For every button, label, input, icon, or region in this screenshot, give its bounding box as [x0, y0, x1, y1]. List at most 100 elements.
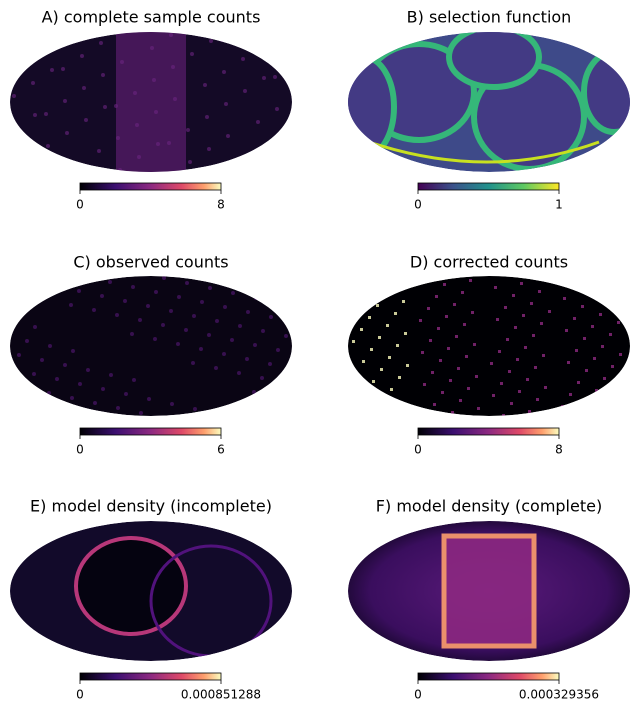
map-speck [138, 318, 142, 322]
map-speck [423, 383, 426, 386]
map-speck [80, 54, 84, 58]
map-speck [24, 386, 28, 390]
map-speck [10, 62, 14, 66]
map-speck [496, 318, 499, 321]
map-speck [510, 402, 513, 405]
map-speck [473, 343, 476, 346]
map-speck [603, 377, 606, 380]
colorbar-tick-label: 0 [76, 443, 84, 457]
map-speck [146, 304, 150, 308]
panel-title: B) selection function [407, 8, 572, 27]
map-speck [376, 304, 379, 307]
map-band [116, 32, 186, 172]
map-speck [241, 57, 245, 61]
map-speck [184, 328, 188, 332]
map-speck [231, 291, 235, 295]
colorbar [417, 182, 560, 191]
map-speck [230, 338, 234, 342]
map-speck [388, 356, 391, 359]
map-speck [609, 333, 612, 336]
colorbar-tick-label: 0.000851288 [181, 688, 261, 702]
map-speck [506, 338, 509, 341]
map-speck [449, 379, 452, 382]
map-speck [47, 391, 51, 395]
map-speck [209, 39, 213, 43]
map-speck [262, 76, 266, 80]
map-speck [459, 399, 462, 402]
map-speck [14, 126, 18, 130]
colorbar-tick-label: 0 [414, 443, 422, 457]
map-speck [284, 334, 288, 338]
map-speck [131, 285, 135, 289]
map-speck [427, 307, 430, 310]
panel-title: A) complete sample counts [42, 8, 261, 27]
map-speck [419, 319, 422, 322]
map-speck [526, 378, 529, 381]
map-speck [12, 94, 16, 98]
map-speck [619, 353, 622, 356]
map-speck [261, 329, 265, 333]
colorbar-tick-label: 6 [217, 443, 225, 457]
map-ring [74, 536, 188, 636]
map-speck [617, 321, 620, 324]
map-speck [224, 102, 228, 106]
map-speck [404, 332, 407, 335]
sky-map [348, 521, 630, 661]
sky-map [10, 276, 292, 416]
map-speck [601, 345, 604, 348]
map-speck [214, 366, 218, 370]
map-speck [350, 308, 353, 311]
map-speck [258, 152, 262, 156]
map-speck [153, 337, 157, 341]
map-speck [530, 302, 533, 305]
map-fill [348, 276, 630, 416]
map-speck [277, 139, 281, 143]
colorbar [79, 182, 222, 191]
map-speck [532, 334, 535, 337]
map-speck [465, 355, 468, 358]
colorbar-tick-label: 8 [555, 443, 563, 457]
map-speck [352, 340, 355, 343]
sky-map [10, 521, 292, 661]
map-speck [61, 67, 65, 71]
map-speck [542, 354, 545, 357]
map-speck [368, 316, 371, 319]
map-speck [207, 147, 211, 151]
map-speck [583, 337, 586, 340]
map-speck [611, 365, 614, 368]
map-speck [77, 289, 81, 293]
panel-title: D) corrected counts [410, 253, 568, 272]
map-speck [260, 376, 264, 380]
map-speck [502, 414, 505, 416]
map-speck [441, 391, 444, 394]
map-speck [29, 49, 33, 53]
map-speck [86, 368, 90, 372]
map-speck [382, 400, 385, 403]
map-speck [613, 397, 616, 400]
colorbar [79, 427, 222, 436]
map-speck [498, 350, 501, 353]
map-speck [275, 107, 279, 111]
map-speck [256, 120, 260, 124]
map-speck [65, 131, 69, 135]
colorbar-tick-label: 0 [414, 688, 422, 702]
map-speck [176, 342, 180, 346]
map-speck [78, 382, 82, 386]
map-speck [71, 349, 75, 353]
map-speck [370, 348, 373, 351]
map-speck [433, 403, 436, 406]
map-speck [167, 141, 171, 145]
map-speck [425, 415, 428, 416]
map-speck [354, 372, 357, 375]
colorbar-tick-label: 0 [414, 198, 422, 212]
map-speck [32, 372, 36, 376]
map-speck [50, 68, 54, 72]
map-speck [443, 283, 446, 286]
map-speck [245, 357, 249, 361]
map-speck [99, 41, 103, 45]
map-speck [109, 373, 113, 377]
map-speck [500, 382, 503, 385]
map-speck [223, 305, 227, 309]
map-speck [392, 280, 395, 283]
map-speck [63, 99, 67, 103]
